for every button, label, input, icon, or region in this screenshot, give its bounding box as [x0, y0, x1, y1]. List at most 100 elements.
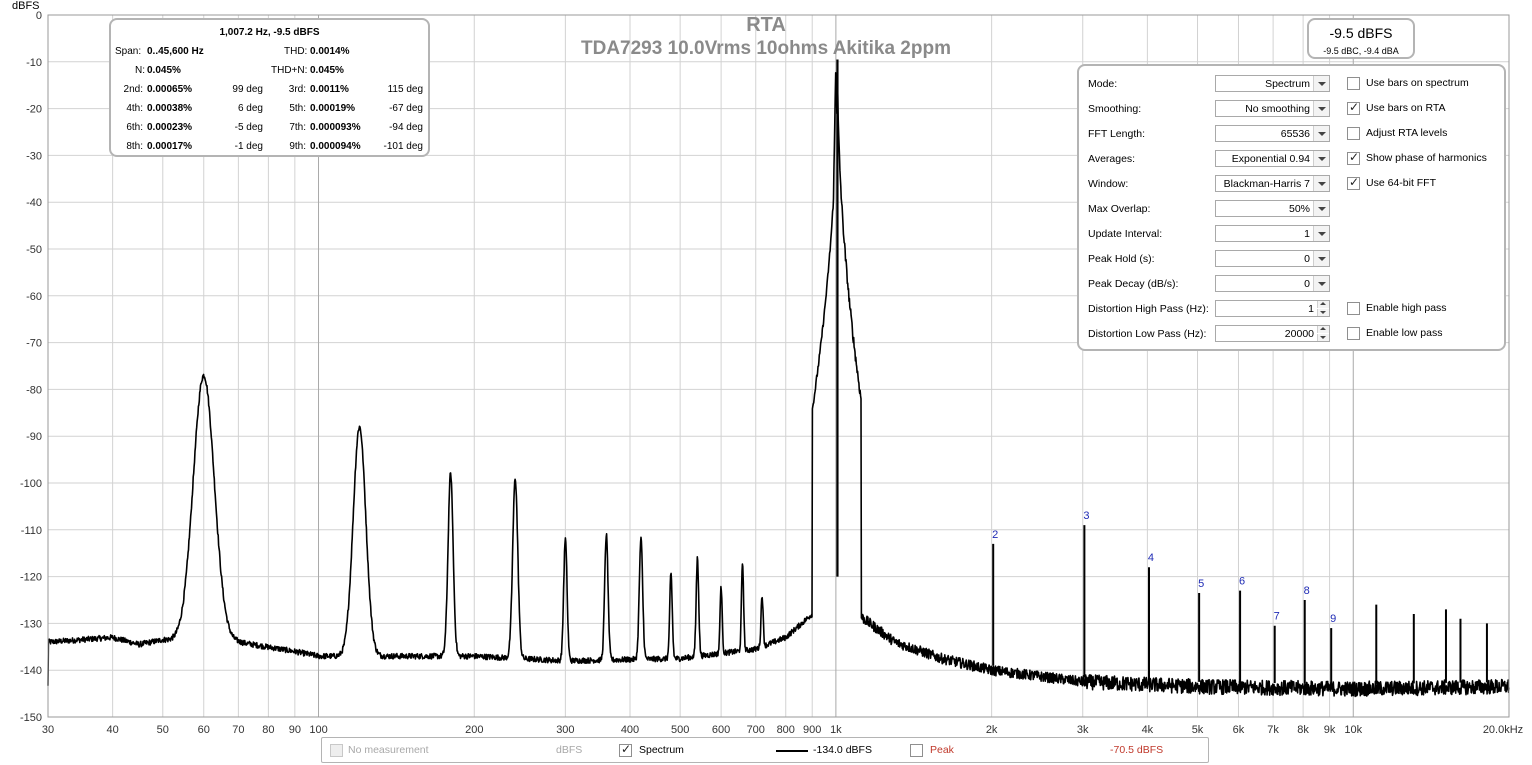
- harmonic-number-label: 3: [1083, 510, 1089, 522]
- fft-length-label: FFT Length:: [1088, 128, 1146, 140]
- chevron-down-icon[interactable]: [1313, 251, 1329, 266]
- y-tick-label: -90: [26, 431, 42, 443]
- no-measurement-unit: dBFS: [556, 744, 583, 756]
- update-interval-label: Update Interval:: [1088, 228, 1163, 240]
- chevron-down-icon[interactable]: [1313, 76, 1329, 91]
- option-checkbox[interactable]: [1347, 100, 1360, 115]
- chevron-down-icon[interactable]: [1313, 201, 1329, 216]
- chevron-down-icon[interactable]: [1313, 101, 1329, 116]
- no-measurement-checkbox[interactable]: [330, 744, 343, 757]
- x-tick-label: 300: [556, 724, 574, 736]
- harmonic-p2-cell: 115 deg: [387, 84, 423, 95]
- harmonic-v1-cell: 0.00065%: [147, 84, 193, 95]
- peak-value: -70.5 dBFS: [1110, 744, 1164, 756]
- option-checkbox[interactable]: [1347, 302, 1360, 315]
- span-value: 0..45,600 Hz: [147, 46, 204, 57]
- harmonics-header: 1,007.2 Hz, -9.5 dBFS: [219, 27, 320, 38]
- harmonic-v2-cell: 0.000094%: [310, 141, 361, 152]
- spin-up-icon[interactable]: [1317, 301, 1329, 308]
- chevron-down-icon[interactable]: [1313, 276, 1329, 291]
- legend-bar: No measurement dBFS Spectrum -134.0 dBFS…: [321, 737, 1209, 763]
- level-readout-sub: -9.5 dBC, -9.4 dBA: [1323, 46, 1399, 56]
- smoothing-select[interactable]: No smoothing: [1215, 100, 1330, 117]
- harmonic-p2-cell: -67 deg: [389, 103, 423, 114]
- y-tick-label: -70: [26, 338, 42, 350]
- window-select[interactable]: Blackman-Harris 7: [1215, 175, 1330, 192]
- rta-settings-panel: Mode: Spectrum Smoothing: No smoothing F…: [1077, 64, 1506, 351]
- y-tick-label: -40: [26, 197, 42, 209]
- harmonic-number-label: 5: [1198, 578, 1204, 590]
- chevron-down-icon[interactable]: [1313, 176, 1329, 191]
- x-tick-label: 50: [157, 724, 169, 736]
- option-checkbox[interactable]: [1347, 77, 1360, 90]
- x-tick-label: 500: [671, 724, 689, 736]
- spin-down-icon[interactable]: [1317, 334, 1329, 341]
- harmonic-p1-cell: 6 deg: [237, 103, 263, 114]
- thd-value: 0.0014%: [310, 46, 350, 57]
- peak-checkbox[interactable]: [910, 744, 923, 757]
- x-tick-label: 800: [777, 724, 795, 736]
- harmonics-panel: 1,007.2 Hz, -9.5 dBFS Span: 0..45,600 Hz…: [109, 18, 430, 157]
- spin-up-icon[interactable]: [1317, 326, 1329, 333]
- spectrum-line-swatch: [776, 750, 808, 752]
- option-checkbox-label: Enable high pass: [1366, 302, 1447, 314]
- harmonic-number-label: 9: [1330, 613, 1336, 625]
- dist-high-pass-spinner[interactable]: 1: [1215, 300, 1330, 317]
- level-readout-main: -9.5 dBFS: [1329, 25, 1393, 41]
- x-tick-label: 70: [232, 724, 244, 736]
- option-checkbox-label: Adjust RTA levels: [1366, 127, 1448, 139]
- spectrum-checkbox[interactable]: [619, 742, 632, 757]
- option-checkbox[interactable]: [1347, 327, 1360, 340]
- dist-low-pass-spinner[interactable]: 20000: [1215, 325, 1330, 342]
- option-checkbox-label: Enable low pass: [1366, 327, 1443, 339]
- x-tick-label: 60: [198, 724, 210, 736]
- x-tick-label: 5k: [1192, 724, 1204, 736]
- harmonic-number-label: 8: [1304, 585, 1310, 597]
- x-tick-label: 90: [289, 724, 301, 736]
- max-overlap-select[interactable]: 50%: [1215, 200, 1330, 217]
- x-tick-label: 1k: [830, 724, 842, 736]
- option-checkbox[interactable]: [1347, 127, 1360, 140]
- averages-select[interactable]: Exponential 0.94: [1215, 150, 1330, 167]
- x-tick-label: 600: [712, 724, 730, 736]
- option-checkbox-label: Show phase of harmonics: [1366, 152, 1487, 164]
- peak-hold-select[interactable]: 0: [1215, 250, 1330, 267]
- harmonic-p2-cell: -101 deg: [383, 141, 423, 152]
- no-measurement-label: No measurement: [348, 744, 429, 756]
- update-interval-select[interactable]: 1: [1215, 225, 1330, 242]
- axes: 0 -10 -20 -30 -40 -50 -60 -70 -80 -90 -100 -110 -120…: [20, 10, 1523, 736]
- y-tick-label: -130: [20, 618, 42, 630]
- peak-decay-select[interactable]: 0: [1215, 275, 1330, 292]
- chevron-down-icon[interactable]: [1313, 151, 1329, 166]
- harmonic-v1-cell: 0.00017%: [147, 141, 193, 152]
- mode-select[interactable]: Spectrum: [1215, 75, 1330, 92]
- spin-down-icon[interactable]: [1317, 309, 1329, 316]
- x-tick-label: 20.0kHz: [1483, 724, 1523, 736]
- harmonic-p1-cell: -5 deg: [234, 122, 263, 133]
- spectrum-trace: [47, 59, 1510, 698]
- thdn-value: 0.045%: [310, 65, 344, 76]
- option-checkbox[interactable]: [1347, 175, 1360, 190]
- option-checkbox-label: Use bars on RTA: [1366, 102, 1446, 114]
- spectrum-line: [47, 72, 1510, 698]
- harmonic-number-label: 4: [1148, 552, 1154, 564]
- harmonic-number-label: 6: [1239, 576, 1245, 588]
- y-axis-unit: dBFS: [12, 0, 40, 12]
- option-checkbox[interactable]: [1347, 150, 1360, 165]
- harmonic-v2-cell: 0.0011%: [310, 84, 349, 95]
- noise-label: N:: [135, 65, 145, 76]
- chevron-down-icon[interactable]: [1313, 226, 1329, 241]
- peak-label: Peak: [930, 744, 954, 756]
- option-checkbox-label: Use bars on spectrum: [1366, 77, 1469, 89]
- x-tick-label: 2k: [986, 724, 998, 736]
- x-tick-label: 30: [42, 724, 54, 736]
- fft-length-select[interactable]: 65536: [1215, 125, 1330, 142]
- x-tick-label: 7k: [1267, 724, 1279, 736]
- harmonic-v1-cell: 0.00023%: [147, 122, 193, 133]
- mode-label: Mode:: [1088, 78, 1118, 90]
- harmonic-p2-cell: -94 deg: [389, 122, 423, 133]
- dist-low-pass-label: Distortion Low Pass (Hz):: [1088, 328, 1207, 340]
- chevron-down-icon[interactable]: [1313, 126, 1329, 141]
- plot-frame: [47, 14, 1510, 718]
- smoothing-label: Smoothing:: [1088, 103, 1142, 115]
